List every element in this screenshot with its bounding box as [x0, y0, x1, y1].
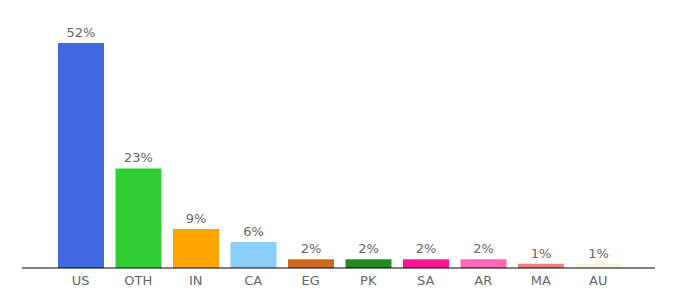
svg-text:US: US: [72, 273, 90, 288]
svg-text:23%: 23%: [124, 150, 153, 165]
svg-text:OTH: OTH: [124, 273, 152, 288]
svg-text:SA: SA: [417, 273, 434, 288]
svg-text:EG: EG: [302, 273, 320, 288]
svg-text:2%: 2%: [473, 241, 494, 256]
svg-text:AU: AU: [589, 273, 607, 288]
svg-text:CA: CA: [244, 273, 262, 288]
svg-text:6%: 6%: [243, 224, 264, 239]
svg-text:IN: IN: [189, 273, 203, 288]
svg-text:2%: 2%: [416, 241, 437, 256]
svg-text:1%: 1%: [531, 246, 552, 261]
svg-text:1%: 1%: [588, 246, 609, 261]
svg-text:PK: PK: [360, 273, 377, 288]
svg-text:52%: 52%: [67, 25, 96, 40]
svg-text:9%: 9%: [186, 211, 207, 226]
svg-text:AR: AR: [474, 273, 492, 288]
svg-text:MA: MA: [531, 273, 551, 288]
svg-text:2%: 2%: [301, 241, 322, 256]
svg-text:2%: 2%: [358, 241, 379, 256]
